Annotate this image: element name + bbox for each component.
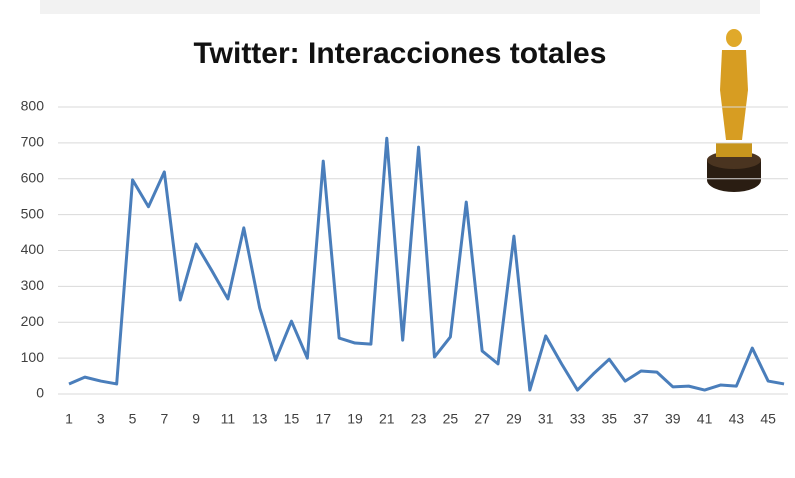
- x-tick-label: 37: [633, 411, 649, 427]
- x-tick-label: 9: [192, 411, 200, 427]
- x-tick-label: 33: [570, 411, 586, 427]
- x-tick-label: 45: [760, 411, 776, 427]
- x-tick-label: 17: [315, 411, 331, 427]
- x-tick-label: 29: [506, 411, 522, 427]
- y-tick-label: 500: [21, 205, 45, 221]
- y-tick-label: 0: [36, 385, 44, 401]
- data-line: [68, 136, 785, 392]
- x-tick-label: 23: [411, 411, 427, 427]
- x-tick-label: 1: [65, 411, 73, 427]
- oscar-statuette: [707, 29, 761, 192]
- y-tick-label: 200: [21, 313, 45, 329]
- x-tick-label: 3: [97, 411, 105, 427]
- x-tick-label: 19: [347, 411, 363, 427]
- x-tick-label: 13: [252, 411, 268, 427]
- x-tick-label: 25: [443, 411, 459, 427]
- x-tick-label: 31: [538, 411, 554, 427]
- x-tick-label: 11: [221, 411, 236, 427]
- y-tick-label: 600: [21, 169, 45, 185]
- y-tick-label: 400: [21, 241, 45, 257]
- x-tick-label: 27: [474, 411, 490, 427]
- x-tick-label: 15: [284, 411, 300, 427]
- x-tick-label: 5: [129, 411, 137, 427]
- top-banner: [40, 0, 760, 14]
- y-tick-label: 800: [21, 98, 45, 114]
- y-tick-label: 100: [21, 349, 45, 365]
- y-tick-label: 300: [21, 277, 45, 293]
- x-tick-label: 21: [379, 411, 395, 427]
- x-tick-label: 35: [601, 411, 617, 427]
- x-tick-label: 43: [729, 411, 745, 427]
- y-tick-label: 700: [21, 134, 45, 150]
- x-tick-label: 39: [665, 411, 681, 427]
- chart-title: Twitter: Interacciones totales: [194, 37, 607, 70]
- x-tick-label: 7: [160, 411, 168, 427]
- x-tick-label: 41: [697, 411, 713, 427]
